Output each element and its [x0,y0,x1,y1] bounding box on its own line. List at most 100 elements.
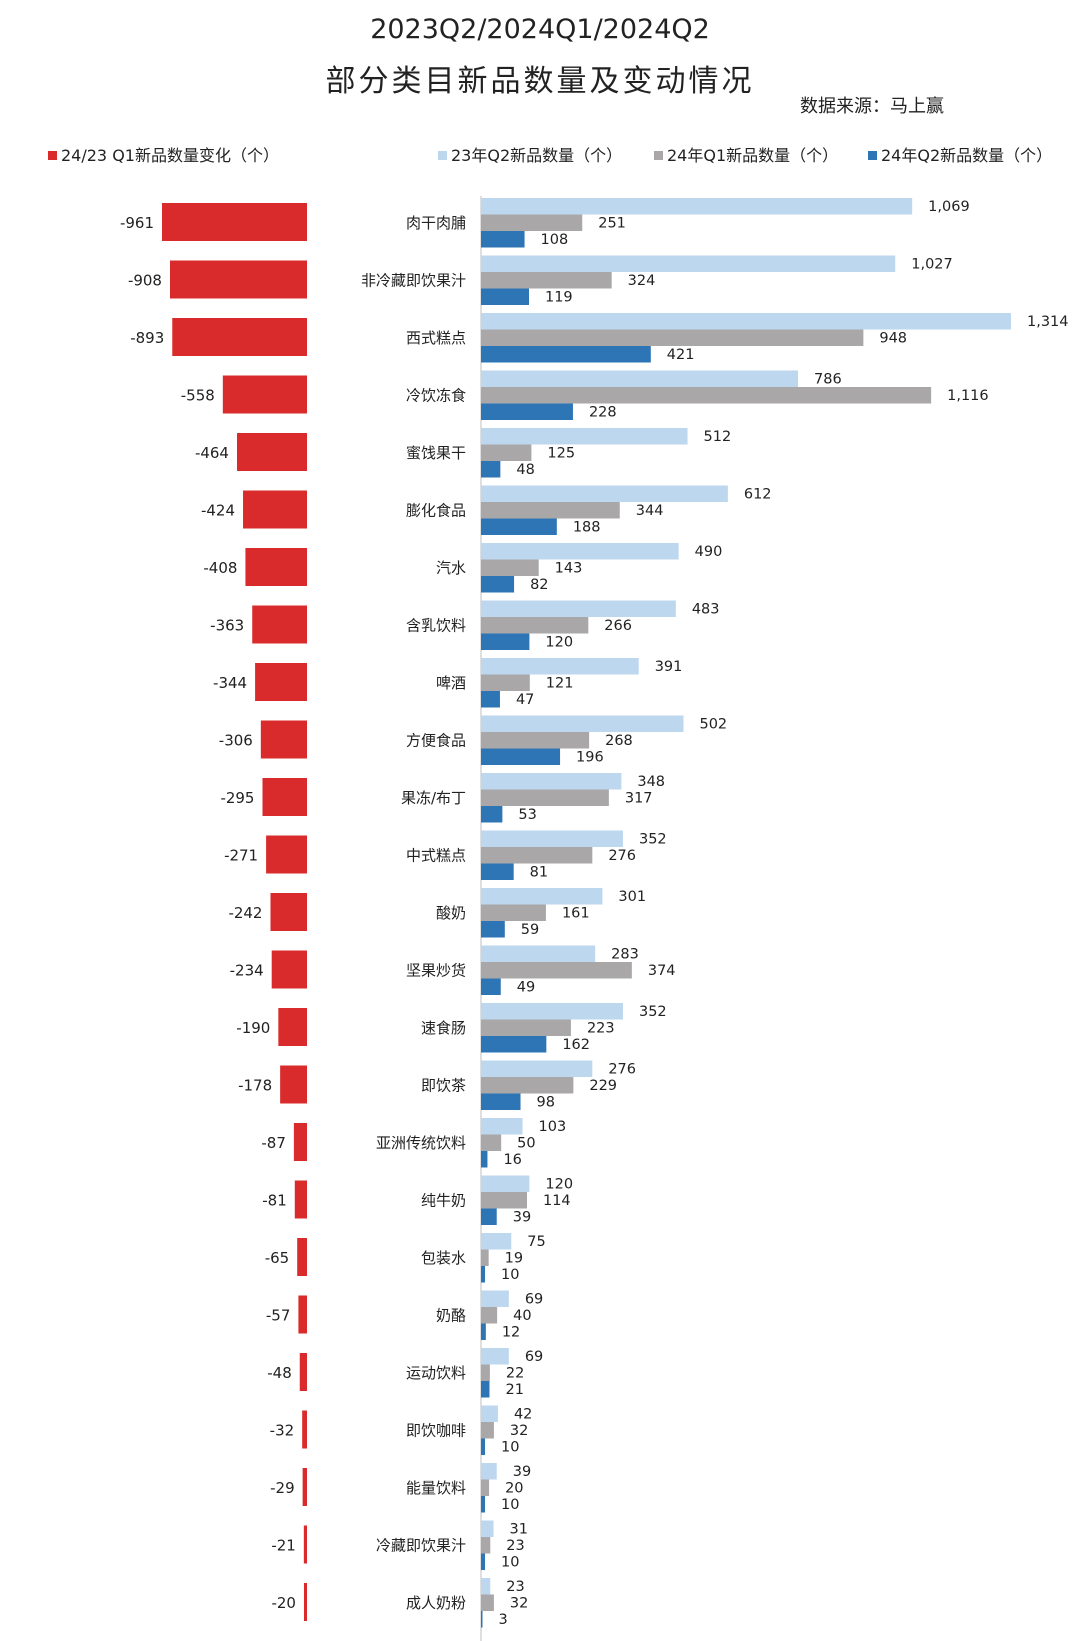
change-bar [252,605,307,644]
count-data-label-q2-2023: 490 [695,544,723,560]
count-bar-q1-2024 [481,387,932,404]
count-bar-q2-2023 [481,600,676,617]
change-data-label: -271 [224,847,258,865]
count-bar-q2-2023 [481,1520,494,1537]
count-bar-q2-2024 [481,1438,486,1455]
legend-item-q1-2024: 24年Q1新品数量（个） [654,142,838,166]
count-bar-q1-2024 [481,1077,574,1094]
count-data-label-q2-2023: 1,069 [928,199,970,215]
count-data-label-q2-2023: 301 [618,889,646,905]
count-data-label-q2-2024: 82 [530,577,548,593]
change-data-label: -893 [130,329,164,347]
count-bar-q1-2024 [481,617,589,634]
count-data-label-q2-2024: 3 [499,1612,508,1628]
count-data-label-q1-2024: 276 [608,848,636,864]
change-bar [245,548,307,586]
category-label: 西式糕点 [406,329,466,347]
count-bar-q2-2023 [481,1463,497,1480]
count-data-label-q1-2024: 317 [625,791,653,807]
change-bar [162,203,307,241]
count-data-label-q2-2024: 21 [505,1382,523,1398]
count-data-label-q2-2024: 108 [541,232,569,248]
count-data-label-q2-2023: 283 [611,947,639,963]
category-label: 酸奶 [436,904,466,922]
count-data-label-q2-2023: 483 [692,602,720,618]
change-data-label: -242 [228,904,262,922]
change-bar [293,1123,307,1161]
chart-title-line2: 部分类目新品数量及变动情况 [325,64,755,99]
count-bar-q2-2023 [481,255,896,272]
count-data-label-q2-2024: 10 [501,1267,519,1283]
category-label: 成人奶粉 [406,1594,466,1612]
change-bar [303,1525,307,1564]
count-bar-q2-2024 [481,1036,547,1053]
count-bar-q2-2023 [481,1003,623,1020]
category-label: 果冻/布丁 [401,789,466,807]
count-data-label-q2-2023: 352 [639,832,667,848]
count-data-label-q2-2023: 502 [699,717,727,733]
legend-label-q2-2023: 23年Q2新品数量（个） [451,146,623,165]
count-data-label-q1-2024: 50 [517,1136,535,1152]
count-data-label-q2-2024: 53 [518,807,536,823]
count-data-label-q2-2024: 196 [576,750,604,766]
count-data-label-q2-2024: 10 [501,1555,519,1571]
legend-swatch-q1-2024 [654,151,663,160]
change-bar [278,1008,307,1046]
change-data-label: -21 [271,1537,296,1555]
legend-swatch-q2-2023 [438,151,447,160]
count-data-label-q2-2023: 39 [513,1464,531,1480]
count-bar-q1-2024 [481,502,620,519]
count-data-label-q1-2024: 125 [547,446,575,462]
count-data-label-q2-2024: 81 [530,865,548,881]
count-data-label-q2-2024: 12 [502,1325,520,1341]
legend-swatch-q2-2024 [868,151,877,160]
count-data-label-q2-2024: 16 [503,1152,521,1168]
change-bar [294,1180,307,1219]
count-bar-q1-2024 [481,962,632,979]
change-data-label: -408 [203,559,237,577]
change-data-label: -424 [201,502,235,520]
count-data-label-q2-2024: 421 [667,347,695,363]
count-bar-q1-2024 [481,1594,494,1611]
change-data-label: -57 [266,1307,291,1325]
count-data-label-q1-2024: 32 [510,1596,528,1612]
legend-label-change: 24/23 Q1新品数量变化（个） [61,146,279,165]
count-data-label-q2-2023: 31 [510,1522,528,1538]
count-bar-q2-2023 [481,658,639,675]
category-label: 能量饮料 [406,1479,466,1497]
count-bar-q1-2024 [481,1249,489,1266]
chart-title-line1: 2023Q2/2024Q1/2024Q2 [370,14,710,45]
count-bar-q1-2024 [481,1364,490,1381]
count-data-label-q2-2023: 391 [655,659,683,675]
category-label: 运动饮料 [406,1364,466,1382]
count-bar-q2-2024 [481,633,530,650]
count-data-label-q1-2024: 161 [562,906,590,922]
count-bar-q2-2023 [481,543,679,560]
change-data-label: -81 [262,1192,287,1210]
count-bar-q1-2024 [481,1307,498,1324]
count-bar-q2-2023 [481,1405,498,1422]
count-data-label-q1-2024: 121 [546,676,574,692]
category-label: 非冷藏即饮果汁 [361,271,466,289]
count-data-label-q1-2024: 1,116 [947,388,989,404]
count-data-label-q2-2024: 49 [517,980,535,996]
count-bar-q2-2024 [481,231,525,248]
count-bar-q2-2024 [481,518,557,535]
count-data-label-q2-2023: 1,314 [1027,314,1069,330]
count-bar-q1-2024 [481,329,864,346]
legend-item-q2-2023: 23年Q2新品数量（个） [438,142,622,166]
count-data-label-q1-2024: 251 [598,216,626,232]
count-bar-q2-2024 [481,461,501,478]
count-bar-q2-2023 [481,1233,512,1250]
count-data-label-q1-2024: 344 [636,503,664,519]
count-bar-q1-2024 [481,1192,527,1209]
count-bar-q1-2024 [481,272,612,289]
count-bar-q2-2023 [481,370,799,387]
count-data-label-q2-2024: 59 [521,922,539,938]
count-bar-q2-2024 [481,1151,488,1168]
count-data-label-q2-2023: 1,027 [911,257,953,273]
change-bar [172,318,307,356]
count-bar-q1-2024 [481,444,532,461]
data-source-note: 数据来源：马上赢 [800,96,944,117]
